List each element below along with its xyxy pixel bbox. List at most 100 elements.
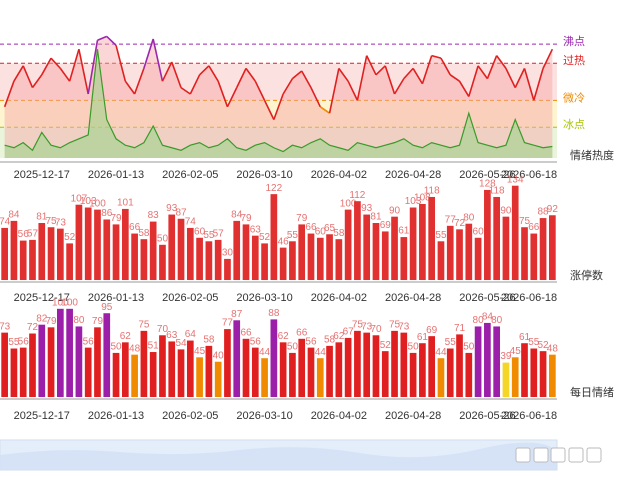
- heat-segment: [291, 70, 303, 80]
- value-label: 45: [194, 346, 206, 357]
- bar: [539, 218, 547, 280]
- heat-segment: [301, 70, 312, 88]
- heat-segment: [393, 78, 405, 95]
- value-label: 90: [500, 205, 512, 216]
- value-label: 44: [435, 347, 447, 358]
- bar: [19, 240, 27, 280]
- bar: [456, 334, 463, 397]
- heat-segment: [468, 65, 479, 97]
- zoom-handle[interactable]: [533, 447, 549, 463]
- value-label: 52: [259, 232, 271, 243]
- value-label: 61: [398, 226, 410, 237]
- zoom-handle[interactable]: [568, 447, 584, 463]
- x-tick-label: 2026-04-28: [385, 410, 441, 422]
- zoom-handle[interactable]: [550, 447, 566, 463]
- value-label: 57: [213, 229, 225, 240]
- value-label: 58: [324, 334, 336, 345]
- x-tick-label: 2026-05-26: [459, 292, 515, 304]
- bar: [103, 313, 111, 397]
- value-label: 60: [194, 226, 206, 237]
- bar: [363, 332, 371, 397]
- x-tick-label: 2026-03-10: [236, 410, 292, 422]
- bar: [354, 201, 361, 280]
- value-label: 100: [89, 198, 106, 209]
- heat-segment: [68, 48, 80, 82]
- value-label: 66: [528, 222, 540, 233]
- heat-segment: [384, 65, 396, 95]
- x-tick-label: 2026-01-13: [88, 292, 144, 304]
- bar: [279, 342, 287, 397]
- axis-label: 涨停数: [570, 268, 603, 282]
- heat-segment: [282, 78, 294, 95]
- value-label: 112: [349, 190, 365, 201]
- bar: [316, 358, 324, 397]
- heat-area: [4, 36, 553, 158]
- bar: [335, 239, 343, 280]
- heat-segment: [477, 65, 489, 80]
- bar: [298, 224, 306, 280]
- value-label: 48: [129, 343, 141, 354]
- value-label: 73: [55, 217, 67, 228]
- heat-segment: [542, 48, 554, 69]
- value-label: 63: [166, 330, 178, 341]
- bar: [326, 234, 333, 280]
- heat-segment: [514, 68, 526, 88]
- bar: [530, 233, 538, 280]
- value-label: 75: [138, 320, 150, 331]
- bar: [289, 241, 296, 280]
- value-label: 50: [157, 233, 169, 244]
- heat-segment: [440, 57, 451, 76]
- x-tick-label: 2026-04-02: [311, 410, 367, 422]
- bar: [214, 239, 222, 280]
- value-label: 79: [296, 213, 308, 224]
- x-tick-label: 2026-03-10: [236, 292, 292, 304]
- bar: [29, 239, 36, 280]
- bar: [251, 235, 259, 280]
- bar: [419, 343, 426, 397]
- value-label: 44: [315, 347, 327, 358]
- heat-segment: [458, 80, 470, 97]
- zoom-window[interactable]: [0, 440, 557, 470]
- bar: [112, 224, 120, 280]
- value-label: 56: [18, 336, 30, 347]
- bar: [381, 351, 389, 397]
- value-label: 52: [64, 232, 76, 243]
- zoom-handle[interactable]: [586, 447, 602, 463]
- bar: [400, 237, 408, 280]
- value-label: 70: [370, 324, 382, 335]
- x-tick-label: 2026-04-02: [311, 292, 367, 304]
- value-label: 134: [507, 174, 524, 185]
- value-label: 79: [92, 316, 104, 327]
- value-label: 61: [519, 332, 531, 343]
- bar: [186, 227, 194, 280]
- value-label: 118: [424, 186, 440, 197]
- value-label: 56: [250, 336, 262, 347]
- data-zoom[interactable]: [0, 439, 558, 471]
- value-label: 51: [148, 341, 160, 352]
- value-label: 67: [343, 327, 355, 338]
- value-label: 103: [405, 196, 422, 207]
- value-label: 86: [101, 208, 113, 219]
- heat-segment: [523, 68, 535, 101]
- x-tick-label: 2026-04-28: [385, 169, 441, 181]
- value-label: 107: [71, 193, 88, 204]
- bar: [261, 243, 268, 280]
- heat-segment: [310, 87, 321, 108]
- zoom-handle[interactable]: [515, 447, 531, 463]
- bar: [10, 220, 18, 280]
- heat-segment: [347, 80, 359, 101]
- value-label: 128: [479, 179, 496, 190]
- bar: [242, 338, 250, 397]
- value-label: 77: [222, 318, 234, 329]
- bar: [242, 224, 250, 280]
- value-label: 55: [203, 230, 215, 241]
- heat-segment: [199, 65, 210, 76]
- bar: [493, 196, 501, 280]
- value-label: 87: [231, 309, 243, 320]
- heat-segment: [254, 80, 266, 101]
- heat-segment: [273, 93, 284, 120]
- value-label: 122: [266, 183, 283, 194]
- value-label: 52: [538, 340, 550, 351]
- x-tick-label: 2026-04-28: [385, 292, 441, 304]
